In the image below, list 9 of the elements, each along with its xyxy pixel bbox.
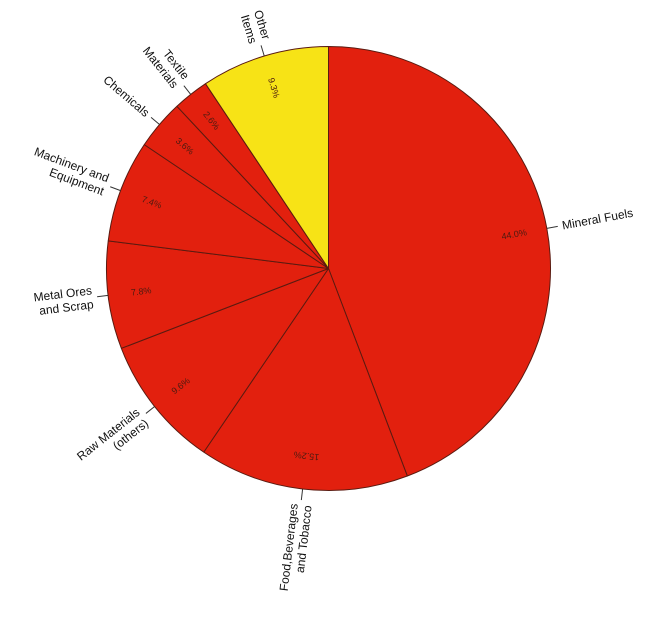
data-label: 7.4% [140, 194, 164, 211]
data-label: 44.0% [500, 227, 528, 242]
slice-label: Metal Ores and Scrap [32, 283, 95, 318]
data-label: 15.2% [293, 449, 320, 462]
slice-label: Other Items [238, 8, 274, 46]
data-label: 9.3% [266, 76, 282, 100]
slice-label: Mineral Fuels [560, 206, 634, 232]
slice-label: Food,Beverages and Tobacco [276, 502, 315, 592]
data-label: 7.8% [130, 285, 152, 298]
